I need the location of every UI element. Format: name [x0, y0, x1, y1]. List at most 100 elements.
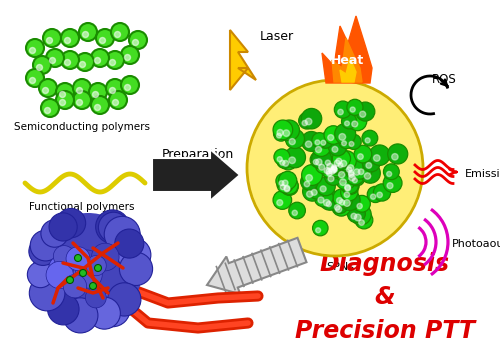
Circle shape	[347, 99, 363, 115]
Circle shape	[346, 163, 362, 179]
Circle shape	[351, 213, 356, 219]
Circle shape	[332, 167, 337, 172]
Circle shape	[335, 155, 350, 171]
Circle shape	[346, 167, 352, 172]
Circle shape	[280, 178, 298, 195]
Text: Tumor: Tumor	[64, 343, 102, 344]
Circle shape	[64, 60, 70, 65]
Circle shape	[48, 293, 79, 325]
Circle shape	[354, 169, 360, 175]
Circle shape	[96, 29, 114, 47]
Circle shape	[298, 112, 316, 129]
Circle shape	[44, 107, 51, 114]
Circle shape	[367, 186, 384, 203]
Circle shape	[273, 120, 292, 140]
Circle shape	[387, 183, 393, 189]
Circle shape	[326, 169, 332, 174]
Circle shape	[314, 188, 333, 207]
Circle shape	[383, 174, 402, 192]
Circle shape	[346, 134, 361, 149]
Circle shape	[42, 87, 48, 94]
Circle shape	[332, 165, 336, 170]
Circle shape	[109, 91, 127, 109]
Circle shape	[326, 171, 332, 176]
Circle shape	[302, 120, 308, 126]
Circle shape	[324, 126, 342, 144]
Circle shape	[302, 108, 322, 129]
Circle shape	[312, 133, 327, 148]
Circle shape	[277, 129, 283, 136]
Circle shape	[322, 152, 338, 169]
Circle shape	[342, 177, 359, 195]
Circle shape	[345, 185, 350, 191]
Circle shape	[86, 256, 106, 276]
Circle shape	[332, 147, 338, 152]
Circle shape	[121, 76, 139, 94]
Circle shape	[30, 230, 61, 261]
Circle shape	[336, 206, 342, 212]
Circle shape	[328, 158, 344, 173]
Circle shape	[316, 147, 322, 153]
Circle shape	[73, 91, 91, 109]
Circle shape	[279, 120, 299, 141]
Circle shape	[66, 247, 90, 271]
Circle shape	[306, 141, 312, 147]
Circle shape	[362, 154, 380, 172]
Circle shape	[306, 191, 313, 197]
Circle shape	[311, 190, 317, 195]
Circle shape	[49, 213, 77, 241]
Circle shape	[334, 160, 340, 166]
Circle shape	[324, 168, 330, 174]
Text: Diagnosis
&
Precision PTT: Diagnosis & Precision PTT	[295, 252, 475, 343]
Circle shape	[82, 32, 88, 37]
Circle shape	[336, 197, 342, 203]
Circle shape	[334, 205, 340, 210]
Circle shape	[354, 195, 370, 212]
Circle shape	[325, 158, 345, 178]
Circle shape	[331, 166, 337, 173]
Text: Laser: Laser	[260, 30, 294, 43]
Circle shape	[350, 204, 371, 225]
Circle shape	[280, 177, 298, 194]
Circle shape	[46, 49, 64, 67]
Circle shape	[308, 181, 326, 199]
Circle shape	[322, 160, 340, 178]
Circle shape	[74, 250, 100, 275]
Polygon shape	[332, 38, 362, 82]
Circle shape	[94, 265, 102, 271]
Circle shape	[324, 200, 330, 206]
Circle shape	[302, 131, 322, 151]
Circle shape	[324, 167, 343, 185]
Polygon shape	[230, 30, 256, 90]
Circle shape	[392, 153, 398, 160]
Circle shape	[348, 112, 366, 131]
Circle shape	[344, 155, 363, 175]
Circle shape	[340, 184, 358, 201]
Text: ROS: ROS	[432, 73, 456, 86]
Circle shape	[316, 159, 322, 165]
Circle shape	[332, 166, 336, 171]
Circle shape	[56, 91, 74, 109]
Circle shape	[108, 283, 141, 316]
Circle shape	[247, 80, 423, 256]
Circle shape	[348, 165, 354, 171]
Circle shape	[374, 155, 380, 161]
Circle shape	[332, 197, 351, 216]
Circle shape	[323, 194, 339, 210]
Circle shape	[274, 126, 288, 141]
Circle shape	[73, 79, 91, 97]
Circle shape	[310, 152, 326, 168]
Circle shape	[124, 85, 130, 90]
Circle shape	[331, 196, 348, 214]
Circle shape	[340, 190, 360, 211]
Circle shape	[302, 165, 322, 185]
Circle shape	[364, 173, 370, 179]
Circle shape	[279, 152, 297, 170]
Circle shape	[358, 169, 364, 175]
Circle shape	[60, 92, 66, 97]
Circle shape	[41, 220, 68, 247]
Circle shape	[321, 140, 326, 145]
Circle shape	[315, 140, 320, 145]
Circle shape	[384, 164, 400, 180]
Circle shape	[344, 184, 350, 190]
